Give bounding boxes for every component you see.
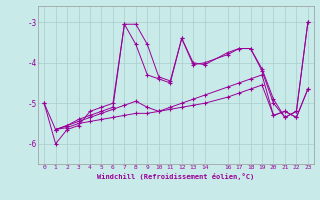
X-axis label: Windchill (Refroidissement éolien,°C): Windchill (Refroidissement éolien,°C) bbox=[97, 173, 255, 180]
